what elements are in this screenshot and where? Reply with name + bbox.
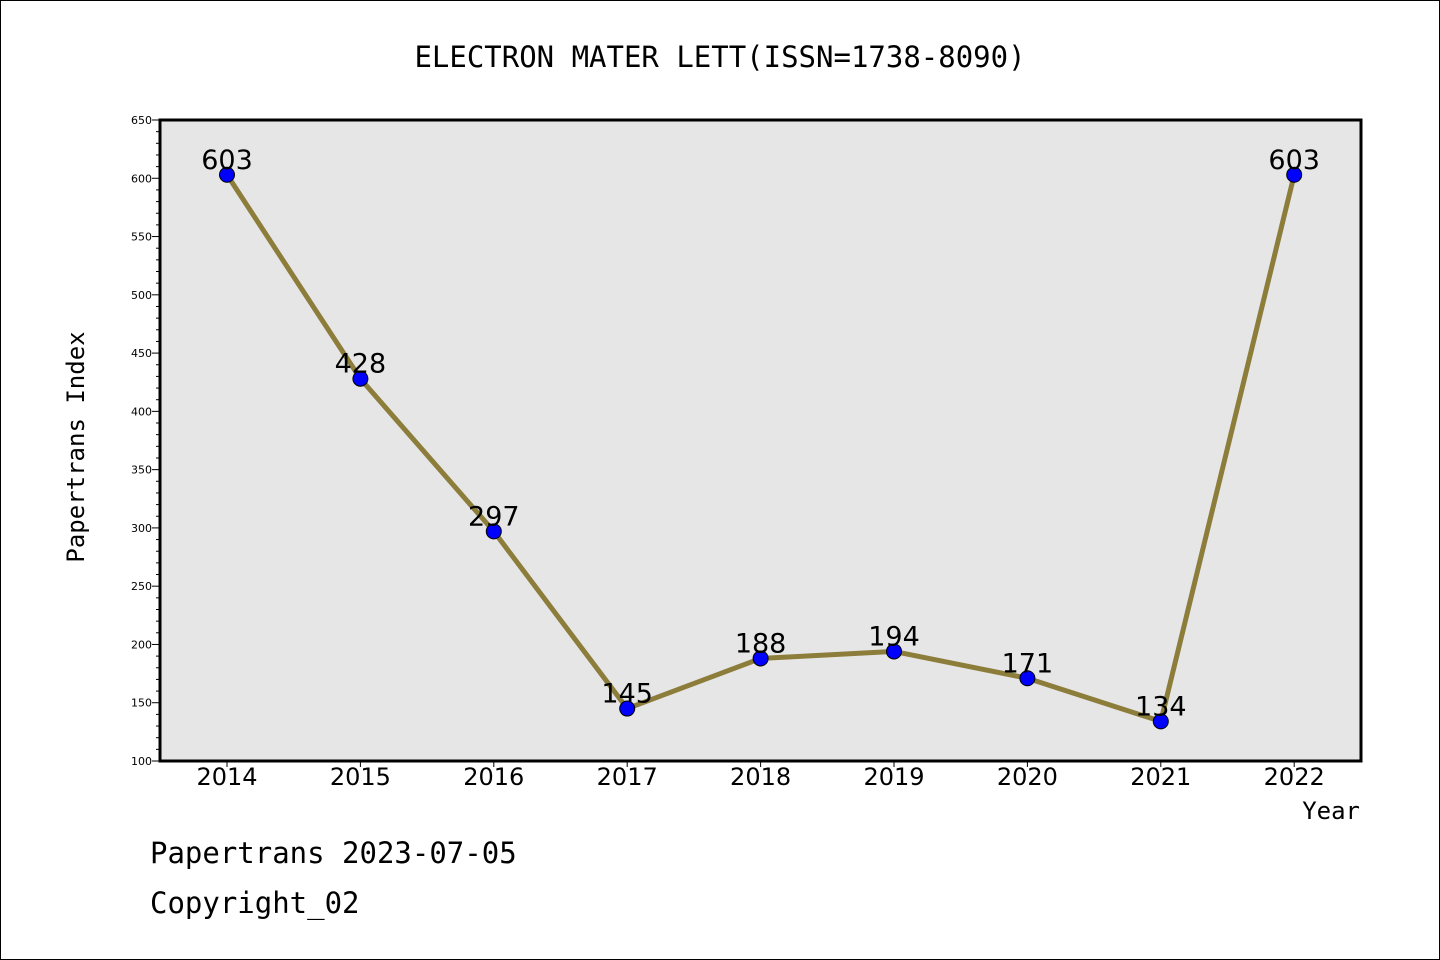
data-labels: 603 428 297 145 188 194 171 134 603 — [201, 145, 1320, 723]
data-points — [219, 166, 1303, 730]
footer-date: Papertrans 2023-07-05 — [150, 836, 517, 870]
data-label: 603 — [1268, 145, 1320, 176]
y-tick-label: 200 — [131, 638, 152, 651]
y-tick-label: 450 — [131, 347, 152, 360]
y-tick-label: 600 — [131, 172, 152, 185]
x-tick-label: 2014 — [196, 763, 257, 791]
y-tick-label: 150 — [131, 697, 152, 710]
y-tick-label: 100 — [131, 755, 152, 768]
y-tick-label: 400 — [131, 405, 152, 418]
x-axis: 2014 2015 2016 2017 2018 2019 2020 2021 2022 — [196, 761, 1325, 791]
y-tick-label: 250 — [131, 580, 152, 593]
data-label: 603 — [201, 145, 253, 176]
data-point — [619, 700, 636, 717]
data-label: 194 — [868, 621, 920, 652]
x-tick-label: 2017 — [597, 763, 658, 791]
y-tick-label: 300 — [131, 522, 152, 535]
y-tick-label: 500 — [131, 289, 152, 302]
data-point — [352, 370, 369, 387]
data-label: 188 — [735, 628, 787, 659]
x-tick-label: 2021 — [1130, 763, 1191, 791]
data-label: 145 — [601, 679, 653, 710]
data-label: 171 — [1002, 648, 1054, 679]
y-axis-label: Papertrans Index — [62, 331, 90, 562]
x-axis-label: Year — [1302, 797, 1360, 825]
x-tick-label: 2019 — [863, 763, 924, 791]
data-point — [219, 166, 235, 183]
chart-title: ELECTRON MATER LETT(ISSN=1738-8090) — [414, 40, 1025, 74]
x-tick-label: 2020 — [997, 763, 1058, 791]
y-axis: 100 150 200 250 300 350 400 450 500 550 600 650 — [131, 114, 160, 768]
data-point — [485, 523, 502, 540]
x-tick-label: 2015 — [330, 763, 391, 791]
y-tick-label: 350 — [131, 464, 152, 477]
x-tick-label: 2016 — [463, 763, 524, 791]
data-point — [886, 643, 902, 660]
x-tick-label: 2018 — [730, 763, 791, 791]
data-label: 428 — [335, 349, 387, 380]
data-label: 297 — [468, 501, 520, 532]
data-point — [1019, 670, 1036, 687]
data-point — [752, 650, 769, 667]
data-point — [1286, 166, 1303, 183]
data-label: 134 — [1135, 691, 1187, 722]
y-tick-label: 550 — [131, 231, 152, 244]
footer-copyright: Copyright_02 — [150, 886, 360, 920]
data-point — [1152, 713, 1169, 730]
x-tick-label: 2022 — [1264, 763, 1325, 791]
y-tick-label: 650 — [131, 114, 152, 127]
